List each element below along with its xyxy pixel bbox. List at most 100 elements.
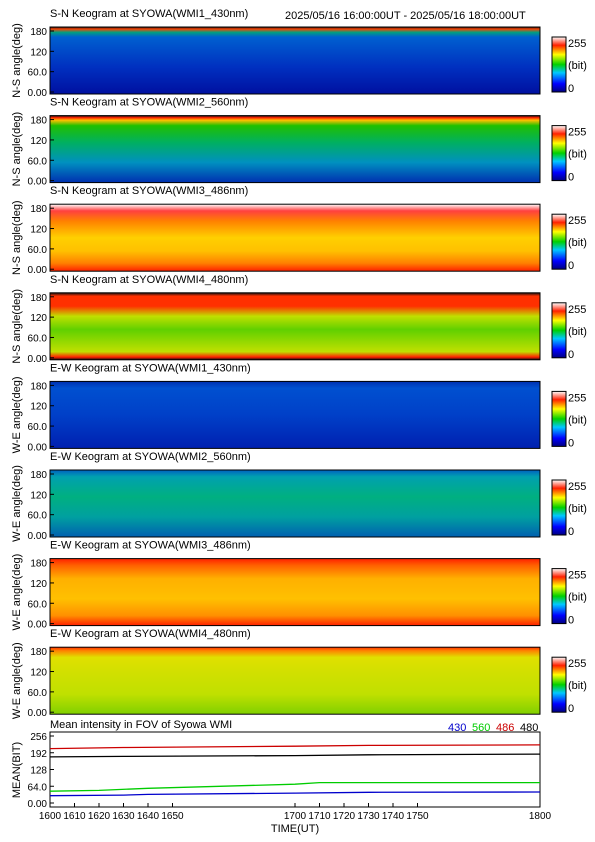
series-line-486 — [49, 744, 541, 750]
y-axis-label: W-E angle(deg) — [11, 376, 23, 453]
x-axis-label: TIME(UT) — [271, 823, 319, 835]
panel-title: E-W Keogram at SYOWA(WMI3_486nm) — [50, 540, 251, 552]
y-tick-label: 120 — [30, 490, 47, 501]
keogram-image — [49, 646, 541, 715]
y-tick-label: 180 — [30, 204, 47, 215]
y-axis-label: N-S angle(deg) — [11, 200, 23, 275]
x-tick-label: 1630 — [112, 811, 135, 822]
y-tick-label: 60.0 — [28, 688, 48, 699]
colorbar-unit-label: (bit) — [568, 60, 587, 72]
colorbar-unit-label: (bit) — [568, 414, 587, 426]
y-tick-label: 0.00 — [28, 265, 48, 276]
panel-title: E-W Keogram at SYOWA(WMI4_480nm) — [50, 628, 251, 640]
colorbar — [551, 656, 567, 713]
colorbar — [551, 479, 567, 536]
legend-entry-430: 430 — [448, 722, 466, 734]
y-tick-label: 180 — [30, 381, 47, 392]
colorbar-max-label: 255 — [568, 570, 586, 582]
panel-title: E-W Keogram at SYOWA(WMI2_560nm) — [50, 451, 251, 463]
y-tick-label: 128 — [30, 766, 47, 777]
colorbar — [551, 36, 567, 93]
keogram-image — [49, 558, 541, 627]
colorbar — [551, 568, 567, 625]
colorbar-max-label: 255 — [568, 481, 586, 493]
y-tick-label: 0.00 — [28, 620, 48, 631]
keogram-image — [49, 115, 541, 184]
x-tick-label: 1620 — [88, 811, 111, 822]
keogram-panel: E-W Keogram at SYOWA(WMI2_560nm)180 120 60… — [11, 451, 587, 542]
colorbar — [551, 213, 567, 270]
y-axis-label: N-S angle(deg) — [11, 23, 23, 98]
y-tick-label: 120 — [30, 225, 47, 236]
y-tick-label: 120 — [30, 402, 47, 413]
y-tick-label: 60.0 — [28, 333, 48, 344]
y-tick-label: 60.0 — [28, 156, 48, 167]
colorbar — [551, 390, 567, 447]
y-tick-label: 180 — [30, 293, 47, 304]
plot-axes: 1600 1610 1620 1630 1640 1650 1700 1710 1720 1730… — [28, 732, 552, 822]
y-axis-label: W-E angle(deg) — [11, 465, 23, 542]
colorbar-unit-label: (bit) — [568, 680, 587, 692]
y-tick-label: 180 — [30, 647, 47, 658]
colorbar-max-label: 255 — [568, 127, 586, 139]
y-tick-label: 0.00 — [28, 442, 48, 453]
panel-title: E-W Keogram at SYOWA(WMI1_430nm) — [50, 362, 251, 374]
y-axis-label: N-S angle(deg) — [11, 289, 23, 364]
y-tick-label: 120 — [30, 47, 47, 58]
keogram-image — [49, 203, 541, 272]
y-tick-label: 180 — [30, 116, 47, 127]
y-tick-label: 180 — [30, 27, 47, 38]
series-line-430 — [49, 791, 541, 797]
y-tick-label: 60.0 — [28, 68, 48, 79]
keogram-image — [49, 469, 541, 538]
panel-title: S-N Keogram at SYOWA(WMI3_486nm) — [50, 185, 248, 197]
x-tick-label: 1740 — [382, 811, 405, 822]
colorbar-unit-label: (bit) — [568, 149, 587, 161]
y-tick-label: 0.00 — [28, 88, 48, 99]
legend-entry-486: 486 — [496, 722, 514, 734]
x-tick-label: 1710 — [308, 811, 331, 822]
y-tick-label: 180 — [30, 559, 47, 570]
legend-entry-480: 480 — [520, 722, 538, 734]
colorbar-unit-label: (bit) — [568, 237, 587, 249]
y-tick-label: 120 — [30, 668, 47, 679]
legend-entry-560: 560 — [472, 722, 490, 734]
colorbar-max-label: 255 — [568, 658, 586, 670]
y-tick-label: 60.0 — [28, 511, 48, 522]
y-axis-label: N-S angle(deg) — [11, 112, 23, 187]
x-tick-label: 1610 — [63, 811, 86, 822]
y-tick-label: 0.00 — [28, 177, 48, 188]
keogram-panel: E-W Keogram at SYOWA(WMI1_430nm)180 120 60… — [11, 362, 587, 453]
keogram-panel: S-N Keogram at SYOWA(WMI3_486nm)180 120 60… — [11, 185, 587, 276]
keogram-panel: E-W Keogram at SYOWA(WMI4_480nm)180 120 60… — [11, 628, 587, 719]
colorbar-min-label: 0 — [568, 83, 574, 95]
y-tick-label: 180 — [30, 470, 47, 481]
colorbar-unit-label: (bit) — [568, 326, 587, 338]
y-tick-label: 256 — [30, 732, 47, 743]
y-axis-label: W-E angle(deg) — [11, 554, 23, 631]
y-tick-label: 192 — [30, 749, 47, 760]
panel-title: S-N Keogram at SYOWA(WMI4_480nm) — [50, 274, 248, 286]
y-tick-label: 0.00 — [28, 799, 48, 810]
x-tick-label: 1650 — [161, 811, 184, 822]
colorbar-max-label: 255 — [568, 392, 586, 404]
time-range: 2025/05/16 16:00:00UT - 2025/05/16 18:00… — [285, 10, 526, 22]
colorbar-max-label: 255 — [568, 304, 586, 316]
colorbar-min-label: 0 — [568, 437, 574, 449]
y-tick-label: 60.0 — [28, 245, 48, 256]
y-tick-label: 120 — [30, 579, 47, 590]
y-tick-label: 120 — [30, 136, 47, 147]
keogram-panel: S-N Keogram at SYOWA(WMI4_480nm)180 120 60… — [11, 274, 587, 365]
colorbar — [551, 125, 567, 182]
keogram-panel: S-N Keogram at SYOWA(WMI2_560nm)180 120 60… — [11, 97, 587, 188]
keogram-panels: S-N Keogram at SYOWA(WMI1_430nm)18012060… — [11, 8, 587, 719]
legend: 430 560 486 480 — [448, 722, 538, 734]
colorbar-unit-label: (bit) — [568, 592, 587, 604]
colorbar-min-label: 0 — [568, 172, 574, 184]
colorbar-max-label: 255 — [568, 215, 586, 227]
colorbar — [551, 302, 567, 359]
colorbar-min-label: 0 — [568, 349, 574, 361]
keogram-image — [49, 292, 541, 361]
colorbar-min-label: 0 — [568, 526, 574, 538]
x-tick-label: 1700 — [284, 811, 307, 822]
